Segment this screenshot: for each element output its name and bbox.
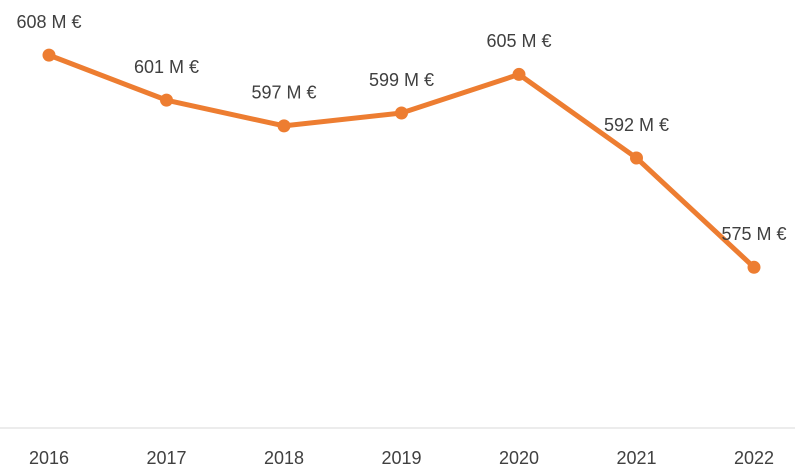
x-tick-label: 2021	[616, 448, 656, 468]
marker	[42, 48, 56, 62]
marker	[512, 67, 526, 81]
x-tick-label: 2019	[381, 448, 421, 468]
data-label: 601 M €	[134, 57, 199, 77]
x-tick-label: 2022	[734, 448, 774, 468]
marker	[160, 93, 173, 107]
x-tick-label: 2017	[146, 448, 186, 468]
x-tick-label: 2020	[499, 448, 539, 468]
data-label: 608 M €	[16, 12, 81, 32]
data-label: 605 M €	[486, 31, 551, 51]
x-tick-label: 2016	[29, 448, 69, 468]
data-label: 597 M €	[251, 83, 316, 103]
marker	[395, 106, 408, 120]
data-label: 599 M €	[369, 70, 434, 90]
marker	[277, 119, 291, 133]
data-label: 575 M €	[721, 224, 786, 244]
data-label: 592 M €	[604, 115, 669, 135]
marker	[630, 151, 643, 165]
marker	[747, 260, 761, 274]
x-tick-label: 2018	[264, 448, 304, 468]
